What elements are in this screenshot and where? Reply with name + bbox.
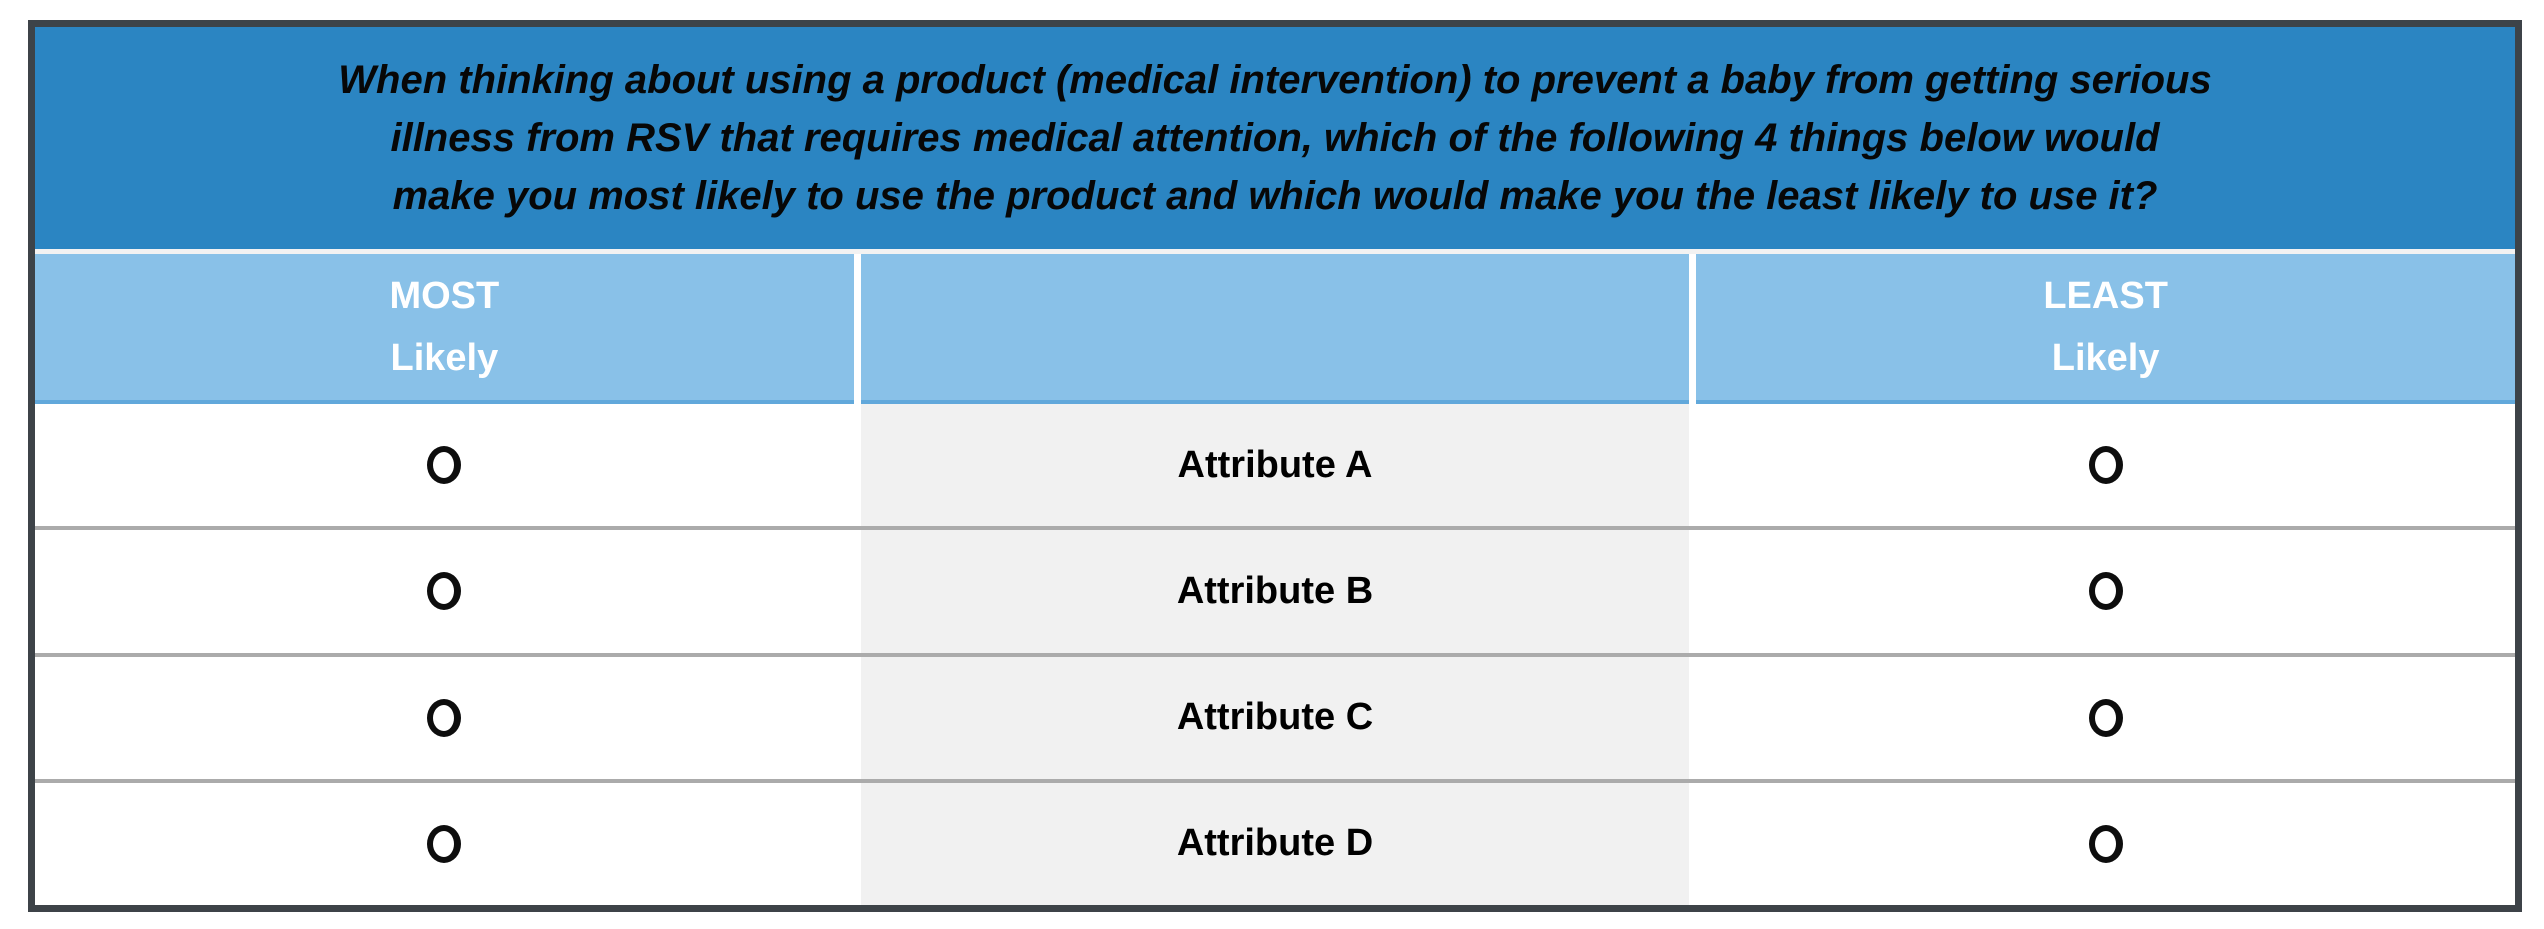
least-cell-attribute-a — [1696, 404, 2515, 527]
maxdiff-question-table: When thinking about using a product (med… — [28, 20, 2522, 912]
table-row-attribute-b: Attribute B — [35, 526, 2515, 653]
attribute-label-b: Attribute B — [860, 530, 1690, 653]
table-row-attribute-a: Attribute A — [35, 404, 2515, 527]
attribute-label-a: Attribute A — [860, 404, 1690, 527]
most-label-line2: Likely — [390, 337, 499, 379]
least-radio-attribute-d[interactable] — [2088, 824, 2123, 863]
least-radio-attribute-c[interactable] — [2088, 698, 2123, 737]
column-header-most: MOST Likely — [35, 254, 854, 404]
most-label-line1: MOST — [389, 275, 500, 317]
most-cell-attribute-b — [35, 530, 854, 653]
most-radio-attribute-b[interactable] — [427, 572, 462, 611]
attribute-label-d: Attribute D — [860, 782, 1690, 905]
least-label-line1: LEAST — [2043, 275, 2168, 317]
least-cell-attribute-c — [1696, 656, 2515, 779]
most-cell-attribute-a — [35, 404, 854, 527]
most-cell-attribute-d — [35, 782, 854, 905]
table-row-attribute-c: Attribute C — [35, 652, 2515, 779]
least-cell-attribute-d — [1696, 782, 2515, 905]
most-radio-attribute-d[interactable] — [427, 824, 462, 863]
least-radio-attribute-b[interactable] — [2088, 572, 2123, 611]
table-row-attribute-d: Attribute D — [35, 778, 2515, 905]
least-radio-attribute-a[interactable] — [2088, 446, 2123, 485]
question-header: When thinking about using a product (med… — [35, 27, 2515, 249]
most-cell-attribute-c — [35, 656, 854, 779]
question-text: When thinking about using a product (med… — [338, 58, 2212, 218]
most-radio-attribute-a[interactable] — [427, 446, 462, 485]
column-header-row: MOST Likely LEAST Likely — [35, 249, 2515, 404]
least-label-line2: Likely — [2051, 337, 2160, 379]
attribute-label-c: Attribute C — [860, 656, 1690, 779]
most-radio-attribute-c[interactable] — [427, 698, 462, 737]
least-cell-attribute-b — [1696, 530, 2515, 653]
column-header-least: LEAST Likely — [1696, 254, 2515, 404]
column-header-attribute — [860, 254, 1690, 404]
